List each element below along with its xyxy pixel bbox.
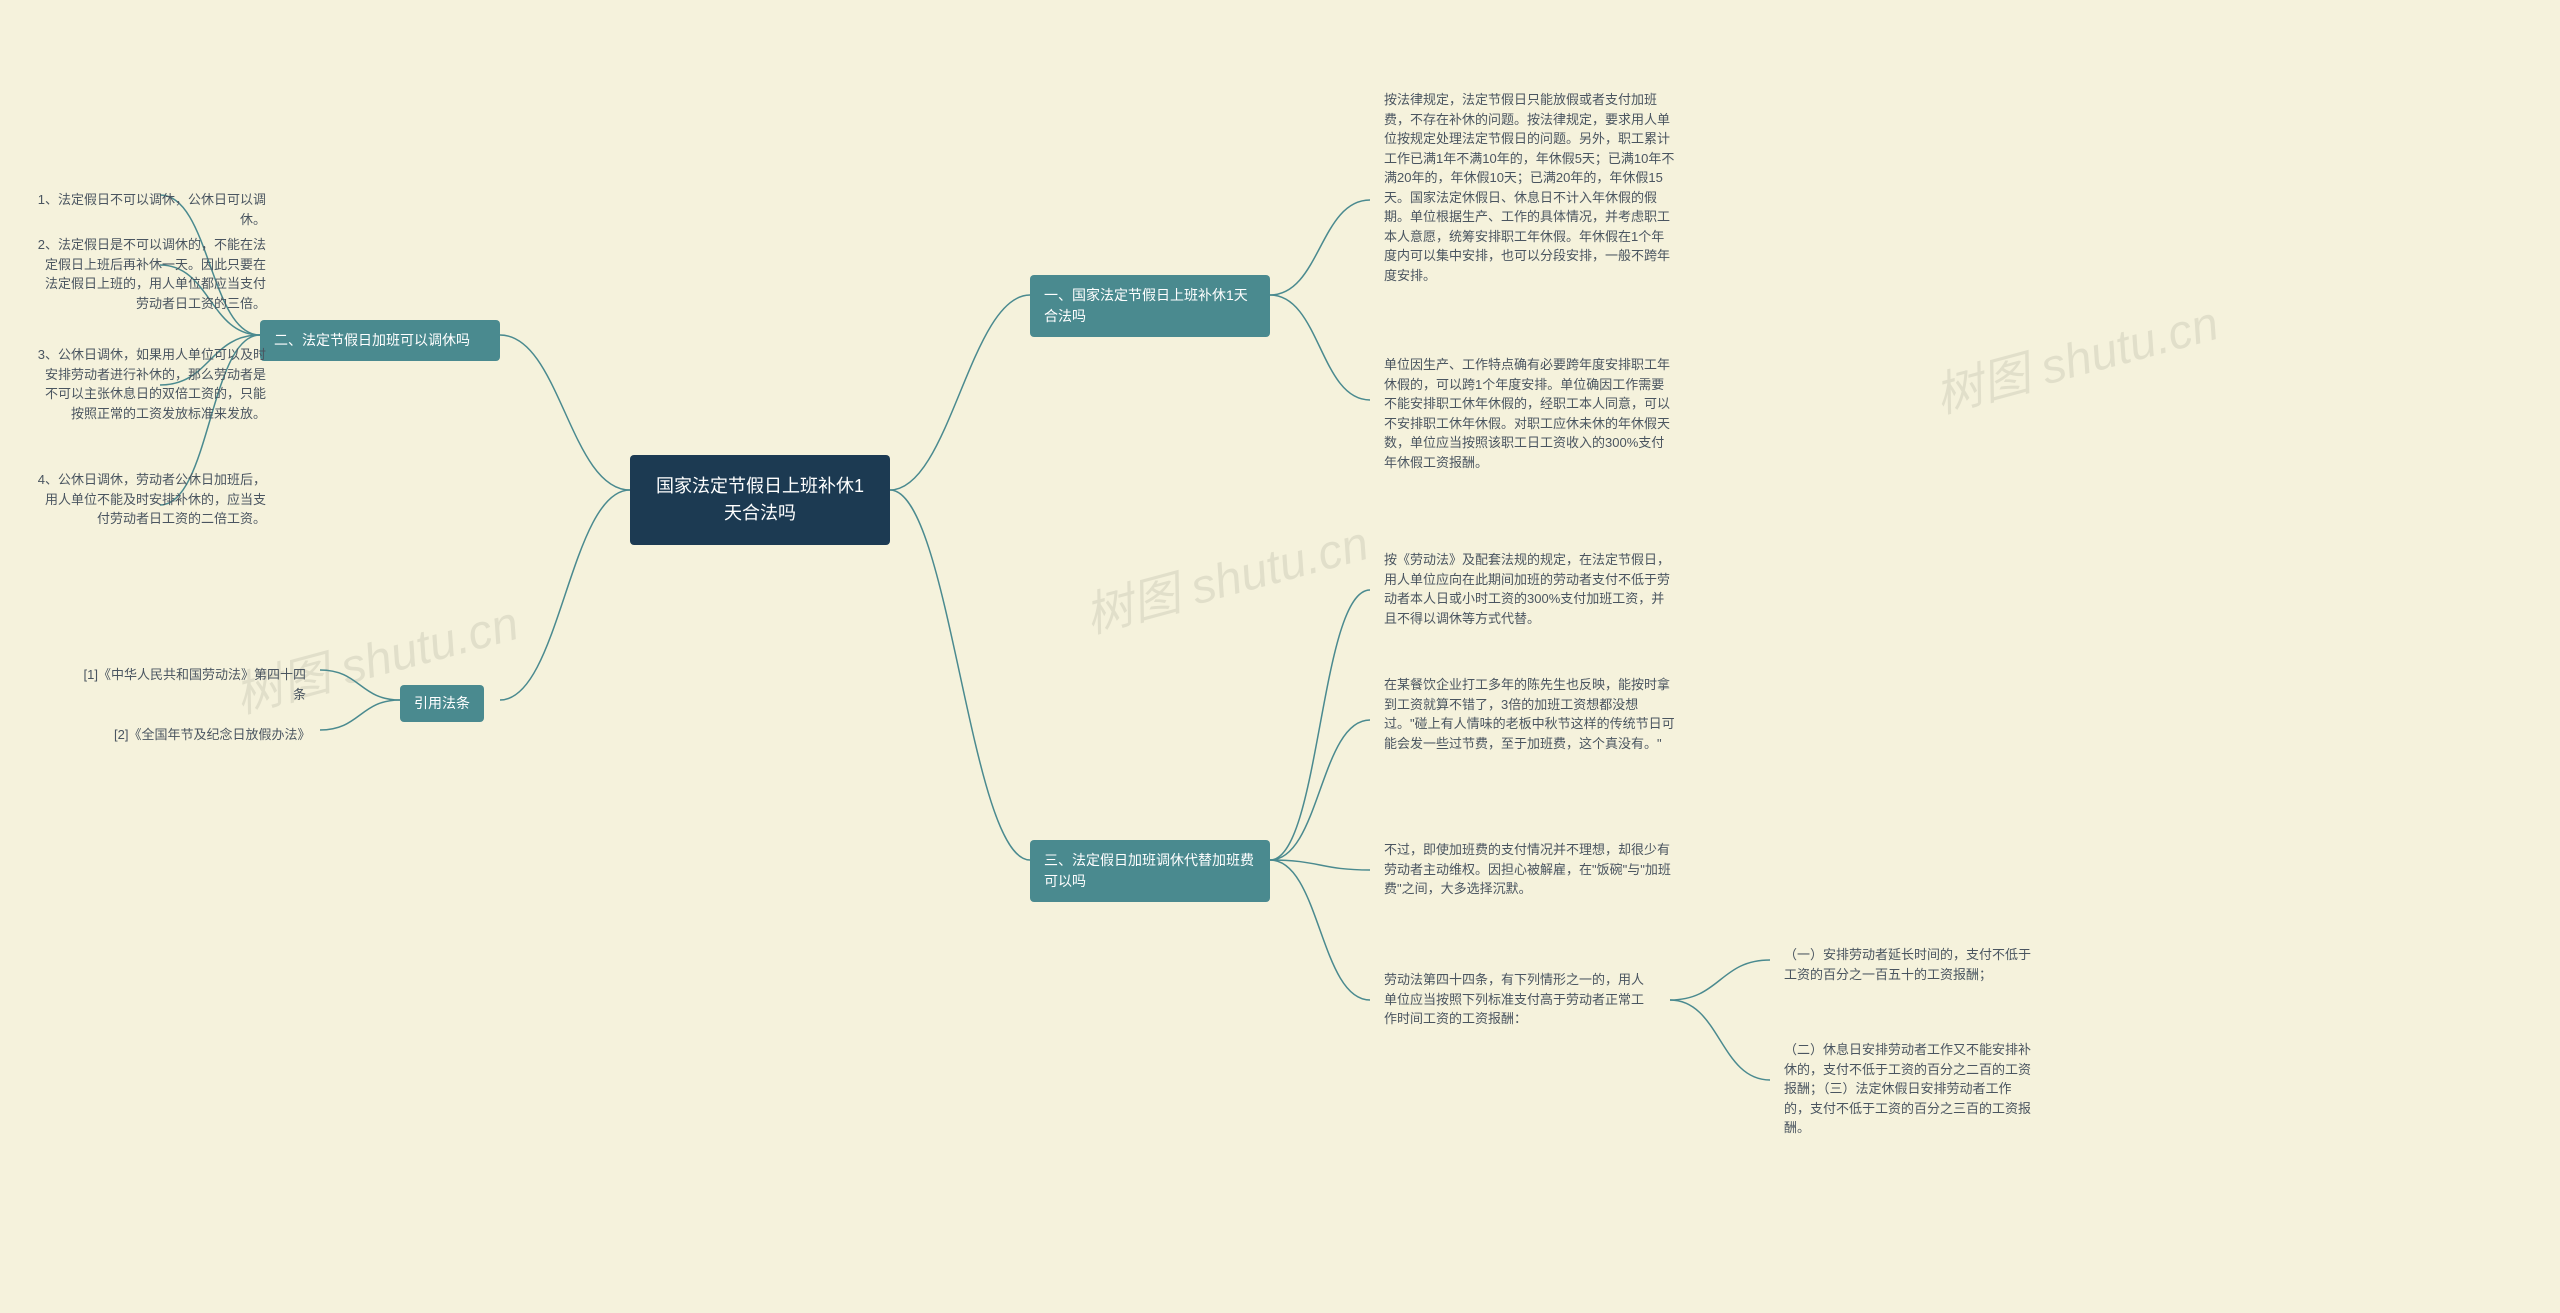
leaf-3-4: 劳动法第四十四条，有下列情形之一的，用人单位应当按照下列标准支付高于劳动者正常工… [1370, 960, 1670, 1039]
edge-layer [0, 0, 2560, 1313]
leaf-3-4-sub1: （一）安排劳动者延长时间的，支付不低于工资的百分之一百五十的工资报酬； [1770, 935, 2050, 994]
leaf-3-2: 在某餐饮企业打工多年的陈先生也反映，能按时拿到工资就算不错了，3倍的加班工资想都… [1370, 665, 1690, 763]
leaf-3-1: 按《劳动法》及配套法规的规定，在法定节假日，用人单位应向在此期间加班的劳动者支付… [1370, 540, 1690, 638]
leaf-1-1: 按法律规定，法定节假日只能放假或者支付加班费，不存在补休的问题。按法律规定，要求… [1370, 80, 1690, 295]
branch-ref: 引用法条 [400, 685, 484, 722]
watermark: 树图 shutu.cn [1926, 284, 2225, 427]
leaf-2-4: 4、公休日调休，劳动者公休日加班后，用人单位不能及时安排补休的，应当支付劳动者日… [20, 460, 280, 539]
root-node: 国家法定节假日上班补休1天合法吗 [630, 455, 890, 545]
leaf-2-2: 2、法定假日是不可以调休的，不能在法定假日上班后再补休一天。因此只要在法定假日上… [20, 225, 280, 323]
root-text: 国家法定节假日上班补休1天合法吗 [656, 476, 864, 523]
branch-ref-title: 引用法条 [414, 695, 470, 711]
branch-3-title: 三、法定假日加班调休代替加班费可以吗 [1044, 852, 1254, 889]
branch-1: 一、国家法定节假日上班补休1天合法吗 [1030, 275, 1270, 337]
leaf-ref-2: [2]《全国年节及纪念日放假办法》 [100, 715, 320, 755]
leaf-3-3: 不过，即使加班费的支付情况并不理想，却很少有劳动者主动维权。因担心被解雇，在"饭… [1370, 830, 1690, 909]
leaf-2-3: 3、公休日调休，如果用人单位可以及时安排劳动者进行补休的，那么劳动者是不可以主张… [20, 335, 280, 433]
branch-2: 二、法定节假日加班可以调休吗 [260, 320, 500, 361]
leaf-ref-1: [1]《中华人民共和国劳动法》第四十四条 [60, 655, 320, 714]
watermark: 树图 shutu.cn [1076, 504, 1375, 647]
branch-2-title: 二、法定节假日加班可以调休吗 [274, 332, 470, 348]
leaf-1-2: 单位因生产、工作特点确有必要跨年度安排职工年休假的，可以跨1个年度安排。单位确因… [1370, 345, 1690, 482]
branch-1-title: 一、国家法定节假日上班补休1天合法吗 [1044, 287, 1248, 324]
leaf-3-4-sub2: （二）休息日安排劳动者工作又不能安排补休的，支付不低于工资的百分之二百的工资报酬… [1770, 1030, 2050, 1148]
branch-3: 三、法定假日加班调休代替加班费可以吗 [1030, 840, 1270, 902]
